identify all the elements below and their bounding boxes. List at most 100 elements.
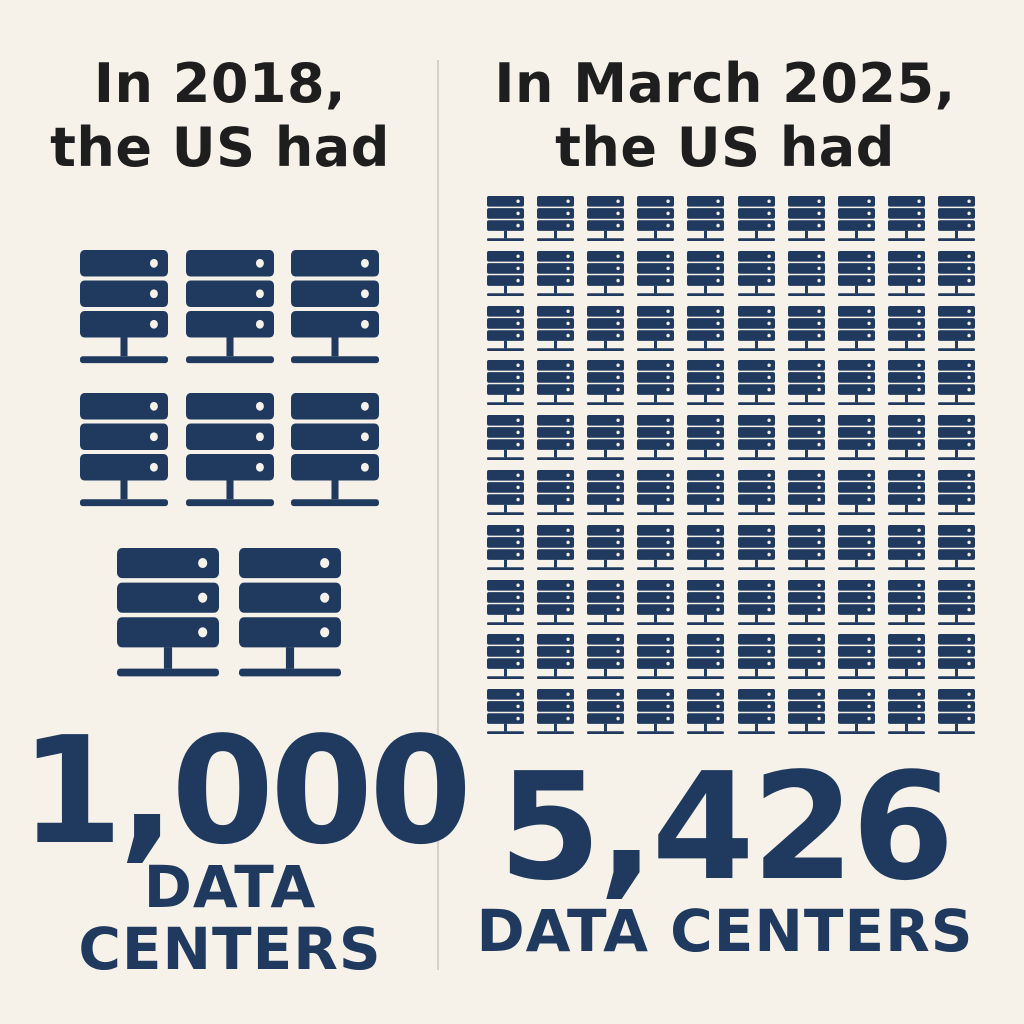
server-rack-icon	[837, 305, 875, 353]
server-rack-icon	[837, 524, 875, 572]
server-rack-icon	[537, 250, 575, 298]
server-rack-icon	[487, 415, 524, 462]
server-rack-icon	[487, 305, 524, 353]
server-rack-icon	[687, 470, 725, 517]
server-rack-icon	[937, 470, 975, 517]
server-rack-icon	[737, 689, 775, 736]
server-rack-icon	[737, 360, 775, 407]
server-rack-icon	[291, 393, 379, 511]
right-heading: In March 2025, the US had	[450, 52, 1000, 180]
server-rack-icon	[637, 689, 675, 736]
server-rack-icon	[887, 634, 925, 681]
server-rack-icon	[737, 196, 775, 243]
server-rack-icon	[537, 196, 575, 243]
server-rack-icon	[487, 196, 524, 243]
server-rack-icon	[487, 470, 524, 517]
left-heading-line2: the US had	[50, 116, 390, 179]
server-rack-icon	[737, 524, 775, 572]
server-rack-icon	[737, 415, 775, 462]
server-rack-icon	[487, 689, 524, 736]
server-rack-icon	[737, 634, 775, 681]
server-rack-icon	[637, 196, 675, 243]
server-rack-icon	[687, 196, 725, 243]
server-rack-icon	[587, 196, 625, 243]
left-count-number: 1,000	[20, 705, 472, 877]
server-rack-icon	[837, 415, 875, 462]
server-rack-icon	[837, 360, 875, 407]
server-rack-icon	[587, 470, 625, 517]
server-rack-icon	[687, 634, 725, 681]
left-caption-line2: CENTERS	[78, 915, 382, 983]
server-rack-icon	[787, 360, 825, 407]
server-rack-icon	[787, 689, 825, 736]
server-rack-icon	[887, 250, 925, 298]
server-rack-icon	[837, 470, 875, 517]
server-rack-icon	[186, 250, 274, 368]
server-rack-icon	[837, 196, 875, 243]
server-rack-icon	[937, 579, 975, 627]
server-rack-icon	[937, 305, 975, 353]
server-rack-icon	[637, 250, 675, 298]
server-rack-icon	[937, 196, 975, 243]
server-rack-icon	[937, 360, 975, 407]
left-caption-line1: DATA	[143, 853, 317, 921]
server-rack-icon	[587, 360, 625, 407]
server-rack-icon	[687, 524, 725, 572]
server-rack-icon	[637, 524, 675, 572]
server-rack-icon	[737, 470, 775, 517]
server-rack-icon	[787, 634, 825, 681]
server-rack-icon	[637, 579, 675, 627]
server-rack-icon	[687, 305, 725, 353]
server-rack-icon	[887, 415, 925, 462]
server-rack-icon	[587, 305, 625, 353]
left-caption: DATA CENTERS	[20, 856, 440, 980]
server-rack-icon	[587, 415, 625, 462]
server-rack-icon	[737, 579, 775, 627]
right-count-number: 5,426	[498, 741, 954, 913]
right-heading-line1: In March 2025,	[494, 52, 956, 115]
server-rack-icon	[887, 196, 925, 243]
server-rack-icon	[787, 470, 825, 517]
server-rack-icon	[80, 250, 168, 368]
server-rack-icon	[837, 579, 875, 627]
server-rack-icon	[587, 579, 625, 627]
server-rack-icon	[887, 305, 925, 353]
server-rack-icon	[637, 470, 675, 517]
server-rack-icon	[887, 579, 925, 627]
server-rack-icon	[291, 250, 379, 368]
server-rack-icon	[637, 634, 675, 681]
server-rack-icon	[937, 415, 975, 462]
server-rack-icon	[687, 689, 725, 736]
server-rack-icon	[587, 634, 625, 681]
server-rack-icon	[887, 360, 925, 407]
server-rack-icon	[487, 524, 524, 572]
server-rack-icon	[537, 305, 575, 353]
server-rack-icon	[537, 634, 575, 681]
server-rack-icon	[687, 360, 725, 407]
server-rack-icon	[837, 689, 875, 736]
server-rack-icon	[587, 250, 625, 298]
left-heading-line1: In 2018,	[93, 52, 347, 115]
panel-divider	[437, 60, 439, 970]
server-rack-icon	[587, 689, 625, 736]
server-rack-icon	[787, 415, 825, 462]
server-rack-icon	[80, 393, 168, 511]
server-rack-icon	[937, 689, 975, 736]
server-rack-icon	[787, 579, 825, 627]
server-rack-icon	[787, 524, 825, 572]
server-rack-icon	[837, 634, 875, 681]
server-rack-icon	[887, 524, 925, 572]
server-rack-icon	[537, 524, 575, 572]
server-rack-icon	[687, 415, 725, 462]
server-rack-icon	[537, 579, 575, 627]
right-heading-line2: the US had	[555, 116, 895, 179]
server-rack-icon	[787, 250, 825, 298]
server-rack-icon	[837, 250, 875, 298]
server-rack-icon	[537, 470, 575, 517]
server-rack-icon	[487, 250, 524, 298]
server-rack-icon	[637, 415, 675, 462]
server-rack-icon	[687, 250, 725, 298]
server-rack-icon	[937, 634, 975, 681]
server-rack-icon	[787, 305, 825, 353]
server-rack-icon	[537, 689, 575, 736]
